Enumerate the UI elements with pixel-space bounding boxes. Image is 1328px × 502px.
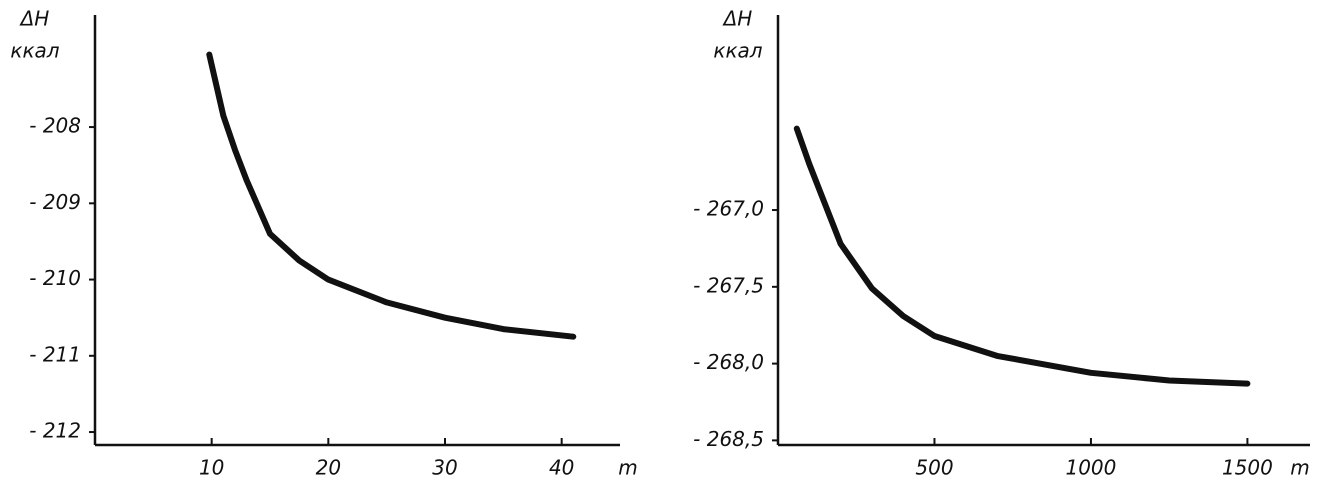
y-tick-label: - 268,5: [693, 427, 764, 451]
y-axis-label: ΔH: [19, 7, 50, 31]
y-tick-label: - 212: [29, 419, 81, 443]
curve: [206, 51, 577, 340]
y-tick-label: - 268,0: [693, 350, 764, 374]
x-tick-label: 30: [432, 456, 457, 480]
x-tick-label: 40: [549, 456, 574, 480]
x-axis-label: m: [1290, 456, 1309, 480]
x-tick-label: 20: [316, 456, 341, 480]
x-axis-label: m: [618, 456, 637, 480]
y-tick-label: - 267,5: [693, 273, 764, 297]
x-tick-label: 10: [199, 456, 224, 480]
y-axis-label: ΔH: [722, 7, 753, 31]
y-axis-unit: ккал: [713, 39, 762, 63]
y-tick-label: - 267,0: [693, 197, 764, 221]
x-tick-label: 1000: [1065, 456, 1116, 480]
curve: [793, 125, 1251, 387]
x-tick-label: 1500: [1222, 456, 1273, 480]
y-tick-label: - 208: [29, 114, 81, 138]
y-tick-label: - 210: [29, 266, 81, 290]
y-axis-unit: ккал: [10, 39, 59, 63]
y-tick-label: - 211: [29, 342, 81, 366]
y-tick-label: - 209: [29, 190, 81, 214]
x-tick-label: 500: [915, 456, 953, 480]
